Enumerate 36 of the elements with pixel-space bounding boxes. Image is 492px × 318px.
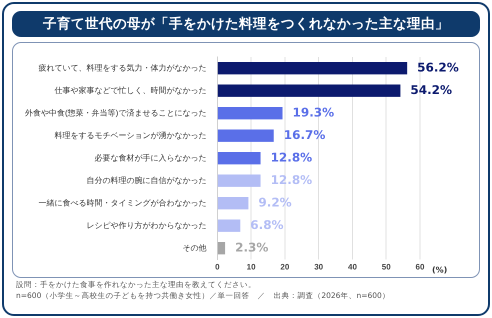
bar	[218, 107, 283, 120]
x-tick-label: 60	[416, 262, 425, 272]
y-tick-label: 一緒に食べる時間・タイミングが合わなかった	[38, 198, 206, 208]
bar	[218, 174, 261, 187]
bar	[218, 152, 261, 164]
x-tick-label: 10	[246, 262, 256, 272]
data-label: 56.2%	[417, 60, 459, 74]
data-label: 12.8%	[270, 150, 312, 164]
x-tick-label: 50	[382, 262, 392, 272]
bar	[218, 130, 274, 142]
bar	[218, 62, 408, 74]
data-label: 6.8%	[250, 218, 284, 232]
data-label: 54.2%	[410, 82, 452, 97]
data-label: 2.3%	[235, 240, 268, 254]
data-label: 19.3%	[292, 105, 334, 120]
y-tick-label: レシピや作り方がわからなかった	[86, 220, 206, 230]
x-tick-label: 20	[280, 262, 290, 272]
bar	[218, 242, 226, 254]
x-axis-title: (%)	[432, 265, 448, 274]
bar	[218, 84, 400, 97]
data-label: 9.2%	[258, 195, 292, 210]
x-tick-label: 30	[314, 262, 324, 272]
x-tick-label: 40	[348, 262, 358, 272]
y-tick-label: 料理をするモチベーションが湧かなかった	[54, 130, 206, 140]
y-tick-label: 疲れていて、料理をする気力・体力がなかった	[38, 63, 206, 72]
y-tick-label: その他	[182, 243, 206, 252]
bar	[218, 219, 240, 232]
x-tick-label: 0	[215, 262, 220, 272]
data-label: 16.7%	[284, 128, 326, 142]
y-tick-label: 外食や中食(惣菜・弁当等)で済ませることになった	[25, 108, 206, 118]
y-tick-label: 仕事や家事などで忙しく、時間がなかった	[54, 86, 206, 95]
y-tick-label: 自分の料理の腕に自信がなかった	[86, 176, 206, 185]
data-label: 12.8%	[270, 172, 312, 187]
y-tick-label: 必要な食材が手に入らなかった	[94, 153, 206, 162]
chart-title: 子育て世代の母が「手をかけた料理をつくれなかった主な理由」	[12, 11, 480, 37]
bar	[218, 196, 248, 210]
